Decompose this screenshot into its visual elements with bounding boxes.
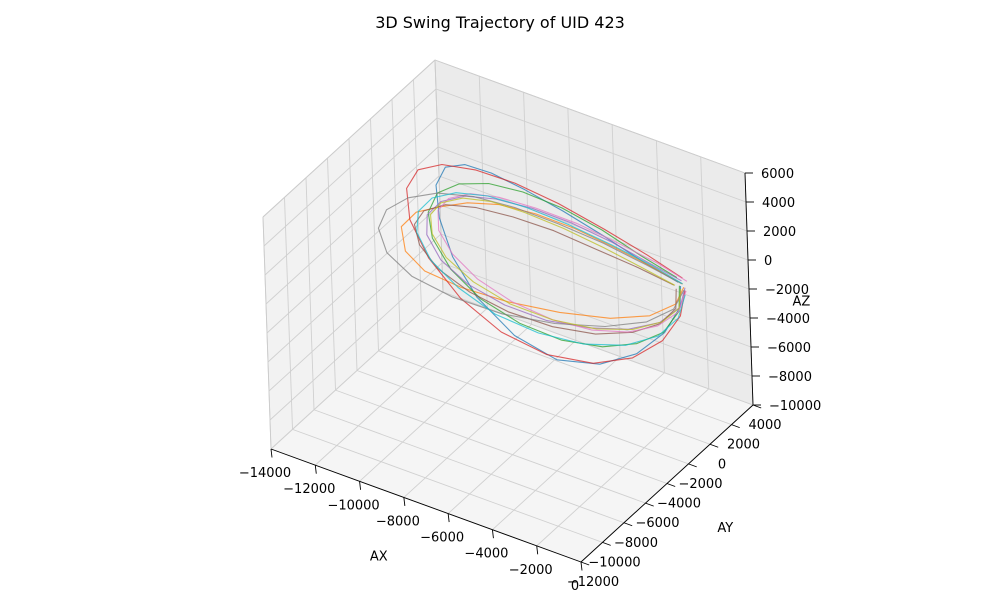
- trajectory-line-2: [400, 202, 685, 319]
- grid-line-z: [265, 146, 439, 305]
- grid-line-z: [267, 204, 441, 363]
- z-axis-label: AZ: [792, 295, 810, 310]
- x-tick: [359, 481, 362, 490]
- trajectory-line-4: [406, 163, 686, 364]
- x-tick: [536, 545, 539, 555]
- y-tick-label: 4000: [748, 418, 781, 433]
- y-tick: [731, 424, 740, 429]
- z-tick-label: −6000: [767, 341, 811, 356]
- tick-marks: −14000−12000−10000−8000−6000−4000−20000−…: [239, 167, 821, 594]
- y-tick: [688, 463, 697, 468]
- grid-line-y: [421, 311, 732, 426]
- grid-line-z: [266, 175, 440, 334]
- x-axis-line: [270, 448, 582, 563]
- series-group: [377, 163, 688, 365]
- grid-line-z: [270, 291, 444, 450]
- z-tick-label: 6000: [761, 167, 794, 182]
- x-tick: [580, 561, 583, 571]
- x-tick-label: −10000: [327, 498, 379, 513]
- trajectory-line-3: [427, 182, 680, 348]
- y-tick: [752, 404, 762, 409]
- grid-line-y: [356, 370, 668, 484]
- grid-line-z: [437, 146, 749, 261]
- z-tick-label: −8000: [768, 370, 812, 385]
- y-tick: [623, 522, 633, 527]
- trajectory-line-7: [437, 193, 688, 333]
- trajectory-line-9: [429, 197, 682, 331]
- trajectory-line-6: [413, 204, 677, 335]
- grid-line-y: [292, 428, 603, 543]
- pane-edge: [434, 59, 746, 174]
- x-tick-label: −14000: [239, 466, 291, 481]
- grid-line-z: [439, 204, 751, 319]
- x-tick-label: −2000: [509, 563, 553, 578]
- z-tick-label: 0: [764, 254, 772, 269]
- x-tick: [491, 529, 494, 539]
- z-tick-label: −2000: [765, 283, 809, 298]
- z-tick-label: 2000: [763, 225, 796, 240]
- grid-line-z: [269, 262, 443, 421]
- y-tick: [645, 502, 654, 507]
- y-tick-label: −8000: [614, 536, 658, 551]
- grid-line-z: [435, 88, 747, 203]
- z-tick-label: −4000: [766, 312, 810, 327]
- z-tick-label: 4000: [762, 196, 795, 211]
- chart-title: 3D Swing Trajectory of UID 423: [375, 13, 625, 32]
- axis-lines: [262, 59, 754, 563]
- x-tick-label: −12000: [283, 482, 335, 497]
- grid-line-y: [335, 389, 646, 504]
- y-tick-label: −10000: [588, 555, 640, 570]
- x-tick: [403, 497, 406, 506]
- x-tick-label: −6000: [420, 531, 464, 546]
- grid-lines: [262, 59, 754, 563]
- y-tick-label: −2000: [679, 477, 723, 492]
- grid-line-z: [440, 233, 752, 348]
- grid-line-y: [313, 409, 625, 524]
- grid-line-z: [438, 175, 750, 290]
- grid-line-z: [264, 117, 438, 276]
- x-tick-label: −8000: [376, 514, 420, 529]
- pane-edge: [262, 59, 436, 218]
- y-tick: [709, 443, 719, 448]
- x-tick: [270, 448, 273, 458]
- y-tick-label: 2000: [727, 438, 760, 453]
- grid-line-y: [378, 350, 689, 465]
- trajectory-line-1: [435, 164, 682, 365]
- y-tick: [666, 483, 676, 487]
- pane-edge: [262, 216, 272, 450]
- x-tick-label: 0: [571, 579, 579, 594]
- x-tick: [314, 465, 317, 474]
- y-tick: [602, 541, 611, 546]
- trajectory-line-8: [377, 192, 685, 328]
- x-tick-label: −4000: [464, 547, 508, 562]
- grid-line-z: [263, 88, 437, 247]
- y-tick-label: −4000: [657, 497, 701, 512]
- grid-line-z: [436, 117, 748, 232]
- z-tick-label: −10000: [769, 399, 821, 414]
- grid-line-z: [441, 262, 753, 377]
- x-tick: [447, 513, 450, 523]
- trajectory-line-10: [416, 192, 686, 346]
- x-axis-label: AX: [370, 550, 388, 565]
- y-axis-label: AY: [717, 521, 733, 536]
- y-tick: [580, 561, 590, 566]
- grid-line-y: [399, 330, 711, 445]
- grid-line-z: [268, 233, 442, 392]
- y-tick-label: −12000: [567, 575, 619, 590]
- y-tick-label: 0: [718, 457, 726, 472]
- y-tick-label: −6000: [636, 516, 680, 531]
